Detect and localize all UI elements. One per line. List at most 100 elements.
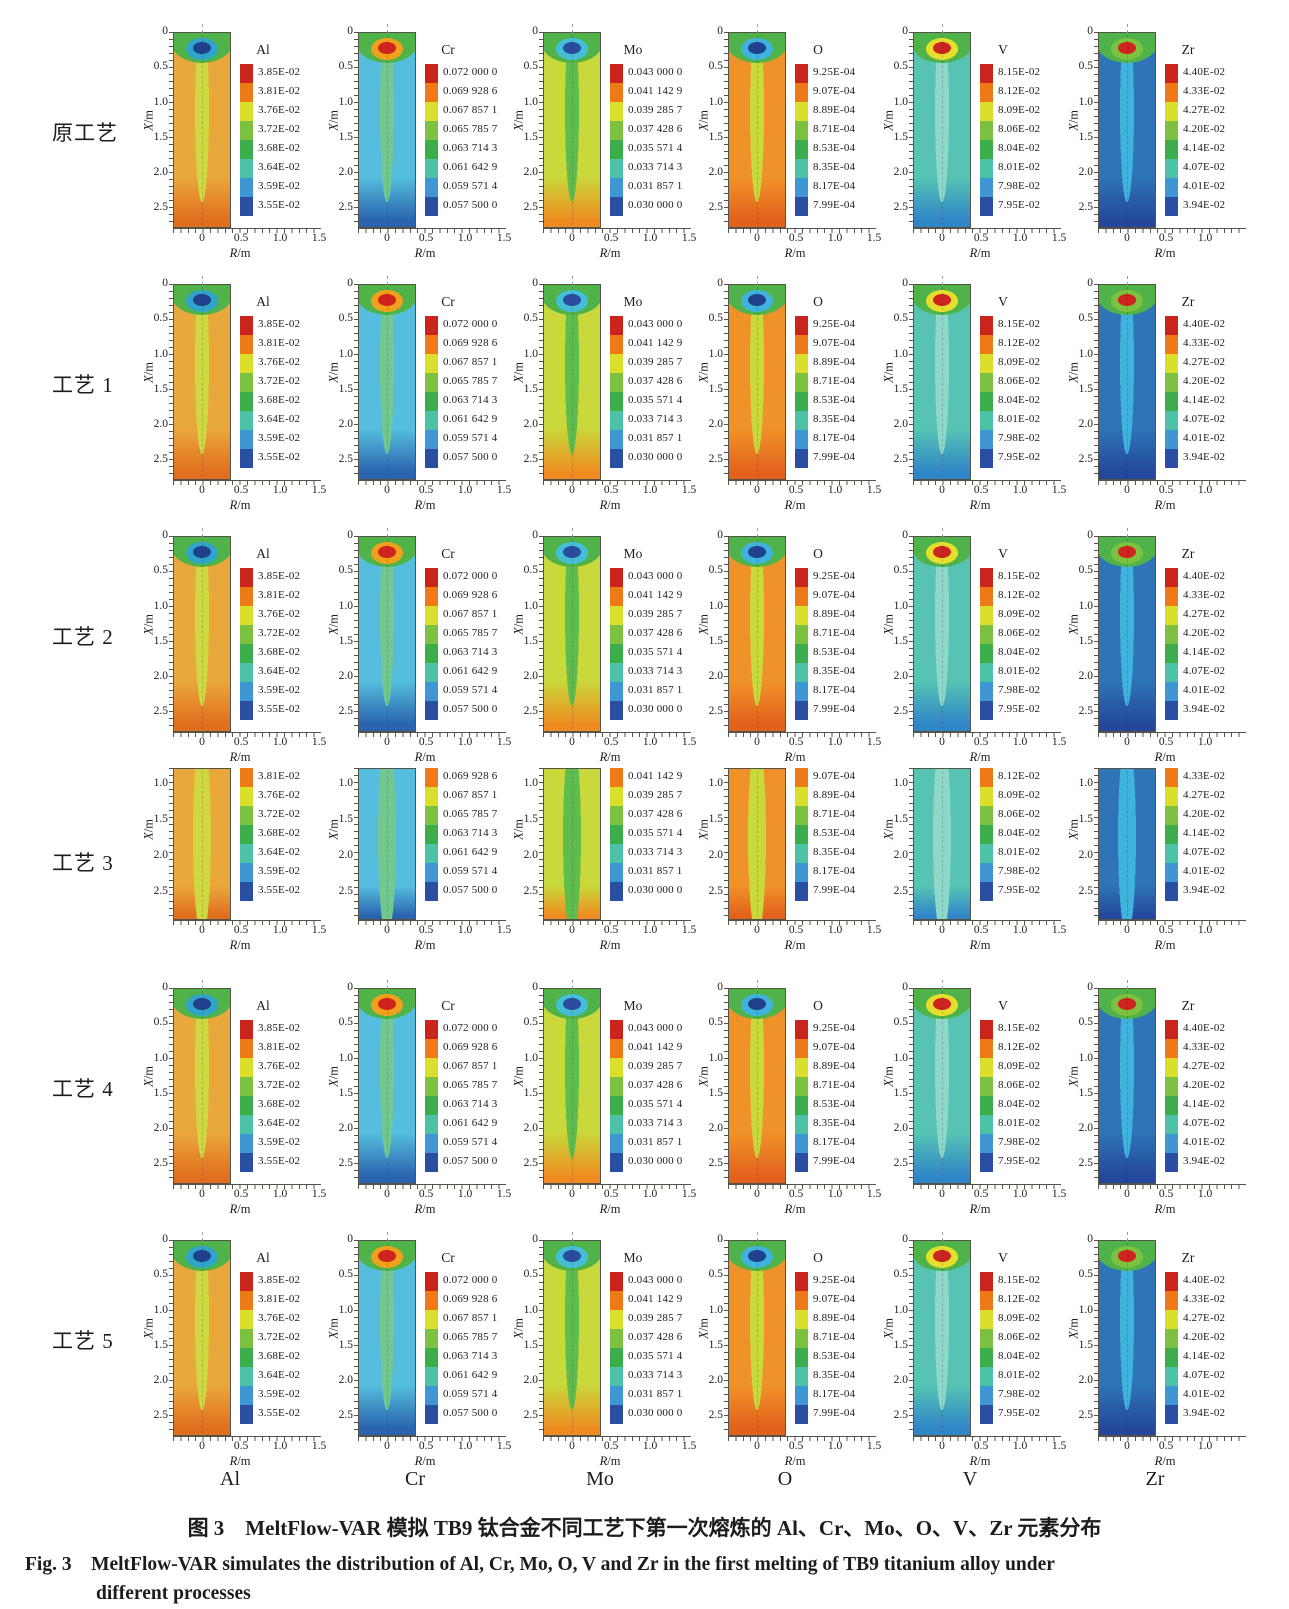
colorbar-tick-label: 8.09E-02 (998, 1060, 1041, 1072)
x-tick-marks (173, 481, 321, 485)
x-tick-label: 0 (569, 484, 575, 496)
colorbar-title: Mo (623, 294, 643, 309)
x-axis-unit: /m (607, 750, 621, 764)
plot-centerline (572, 1243, 573, 1433)
colorbar-tick-label: 0.030 000 0 (628, 703, 683, 715)
colorbar-tick-label: 0.065 785 7 (443, 123, 498, 135)
x-axis-label: R/m (230, 938, 251, 953)
x-tick-label: 1.5 (681, 1188, 697, 1200)
colorbar-tick-label: 0.057 500 0 (443, 1407, 498, 1419)
colorbar-tick-label: 3.55E-02 (258, 451, 301, 463)
colorbar-tick-label: 0.041 142 9 (628, 1293, 683, 1305)
x-tick-label: 1.5 (681, 232, 697, 244)
y-tick-label: 1.0 (153, 1052, 168, 1064)
y-tick-label: 2.5 (1078, 1157, 1093, 1169)
plot-centerline (387, 1243, 388, 1433)
plot-centerline (757, 771, 758, 917)
colorbar-tick-label: 7.98E-02 (998, 1388, 1041, 1400)
y-tick-label: 0.5 (1078, 1016, 1093, 1028)
x-axis-unit: /m (237, 498, 251, 512)
y-tick-marks (539, 284, 543, 480)
x-axis-line (358, 1436, 506, 1437)
colorbar-tick-label: 9.07E-04 (813, 589, 856, 601)
x-axis-label: R/m (600, 750, 621, 765)
x-tick-marks (358, 733, 506, 737)
colorbar-tick-label: 4.14E-02 (1183, 1098, 1226, 1110)
y-tick-label: 2.5 (523, 1409, 538, 1421)
colorbar-tick-label: 0.057 500 0 (443, 1155, 498, 1167)
colorbar-tick-label: 0.039 285 7 (628, 104, 683, 116)
x-tick-label: 0 (939, 484, 945, 496)
y-tick-marks (169, 536, 173, 732)
x-tick-label: 1.0 (827, 736, 843, 748)
y-tick-label: 1.5 (1078, 813, 1093, 825)
x-tick-label: 1.5 (866, 924, 882, 936)
x-tick-label: 0 (384, 484, 390, 496)
colorbar-strip (1165, 768, 1178, 901)
y-axis-letter: X (696, 627, 711, 635)
colorbar-tick-label: 3.94E-02 (1183, 451, 1226, 463)
y-axis-letter: X (696, 832, 711, 840)
x-axis-label: R/m (1155, 498, 1176, 513)
x-tick-label: 0 (384, 1440, 390, 1452)
colorbar-tick-label: 0.039 285 7 (628, 789, 683, 801)
y-tick-label: 1.5 (523, 383, 538, 395)
y-tick-marks (354, 1240, 358, 1436)
colorbar-tick-label: 0.037 428 6 (628, 808, 683, 820)
y-axis-letter: X (881, 627, 896, 635)
colorbar-tick-label: 9.07E-04 (813, 770, 856, 782)
colorbar-tick-label: 4.14E-02 (1183, 394, 1226, 406)
subplot-r5-v: X/m 0 0.5 1.0 1.5 2.0 2.5 0 0.5 1.0 1.5 R/m V 8.15E-0… (880, 1214, 1066, 1468)
x-axis-label: R/m (785, 498, 806, 513)
x-axis-unit: /m (1162, 1454, 1176, 1468)
x-axis-unit: /m (977, 750, 991, 764)
colorbar-tick-label: 0.065 785 7 (443, 1331, 498, 1343)
colorbar-tick-label: 0.039 285 7 (628, 608, 683, 620)
y-tick-marks (1094, 536, 1098, 732)
y-axis-unit: /m (881, 614, 896, 628)
colorbar-tick-label: 9.07E-04 (813, 1293, 856, 1305)
x-tick-label: 1.0 (457, 1188, 473, 1200)
y-tick-label: 2.0 (893, 849, 908, 861)
x-axis-letter: R (784, 1454, 793, 1468)
colorbar-tick-label: 3.94E-02 (1183, 1407, 1226, 1419)
colorbar-tick-label: 0.039 285 7 (628, 1312, 683, 1324)
electrode-stub-icon (387, 276, 388, 285)
y-tick-label: 0.5 (338, 564, 353, 576)
x-tick-label: 0 (384, 1188, 390, 1200)
x-axis-label: R/m (600, 246, 621, 261)
subplot-r4-o: X/m 0 0.5 1.0 1.5 2.0 2.5 0 0.5 1.0 1.5 R/m O 9.25E-0… (695, 962, 881, 1216)
y-tick-label: 1.0 (708, 1052, 723, 1064)
colorbar-tick-label: 0.069 928 6 (443, 1293, 498, 1305)
colorbar-tick-label: 3.68E-02 (258, 394, 301, 406)
x-axis-unit: /m (422, 1454, 436, 1468)
y-axis-unit: /m (696, 110, 711, 124)
y-axis-letter: X (511, 123, 526, 131)
x-tick-label: 0 (569, 924, 575, 936)
y-tick-marks (909, 1240, 913, 1436)
y-tick-label: 0 (717, 529, 723, 541)
colorbar-tick-label: 0.063 714 3 (443, 1098, 498, 1110)
x-tick-marks (913, 1185, 1061, 1189)
y-tick-label: 2.5 (893, 201, 908, 213)
y-tick-marks (539, 768, 543, 920)
colorbar-tick-label: 0.035 571 4 (628, 1350, 683, 1362)
y-axis-letter: X (1066, 1331, 1081, 1339)
plot-centerline (942, 991, 943, 1181)
x-tick-label: 0 (939, 1188, 945, 1200)
x-tick-marks (1098, 1185, 1246, 1189)
colorbar-title: V (998, 546, 1008, 561)
colorbar-tick-label: 4.07E-02 (1183, 1117, 1226, 1129)
y-tick-marks (354, 536, 358, 732)
x-tick-label: 0.5 (233, 924, 249, 936)
colorbar-tick-label: 8.15E-02 (998, 1022, 1041, 1034)
y-tick-label: 2.0 (893, 670, 908, 682)
plot-centerline (942, 539, 943, 729)
plot-area-zr (1098, 276, 1156, 480)
colorbar-tick-label: 8.71E-04 (813, 375, 856, 387)
colorbar-tick-label: 0.043 000 0 (628, 570, 683, 582)
row-label-4: 工艺 4 (52, 1077, 114, 1101)
y-tick-label: 2.0 (523, 1122, 538, 1134)
colorbar-strip (1165, 64, 1178, 216)
plot-area-al (173, 1232, 231, 1436)
